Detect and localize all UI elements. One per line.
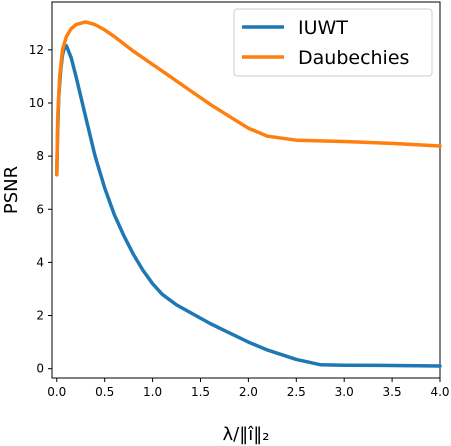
legend-label-daubechies: Daubechies [298, 47, 409, 69]
x-tick-label: 2.0 [239, 385, 258, 399]
x-tick-label: 3.5 [383, 385, 402, 399]
y-axis-label: PSNR [1, 166, 22, 214]
series-line-iuwt [55, 44, 442, 368]
x-tick-label: 0.5 [95, 385, 114, 399]
x-axis-ticks: 0.0 0.5 1.0 1.5 2.0 2.5 3.0 3.5 4.0 [47, 378, 450, 399]
x-tick-label: 1.5 [191, 385, 210, 399]
legend-label-iuwt: IUWT [298, 17, 348, 39]
y-tick-label: 4 [36, 255, 44, 269]
y-tick-label: 6 [36, 202, 44, 216]
y-tick-label: 2 [36, 309, 44, 323]
y-axis-ticks: 0 2 4 6 8 10 12 [29, 43, 52, 376]
axes-frame [51, 1, 441, 379]
series-layer [55, 20, 442, 368]
y-tick-label: 12 [29, 43, 44, 57]
y-tick-label: 10 [29, 96, 44, 110]
series-line-daubechies [55, 20, 442, 177]
x-tick-label: 2.5 [287, 385, 306, 399]
y-tick-label: 8 [36, 149, 44, 163]
x-tick-label: 1.0 [143, 385, 162, 399]
legend: IUWT Daubechies [233, 8, 433, 77]
y-tick-label: 0 [36, 362, 44, 376]
x-tick-label: 4.0 [430, 385, 449, 399]
x-tick-label: 0.0 [47, 385, 66, 399]
plot-area: 0.0 0.5 1.0 1.5 2.0 2.5 3.0 3.5 4.0 0 2 4 6 8 10 12 [29, 1, 450, 399]
x-tick-label: 3.0 [335, 385, 354, 399]
x-axis-label: λ/‖î‖₂ [223, 424, 270, 445]
